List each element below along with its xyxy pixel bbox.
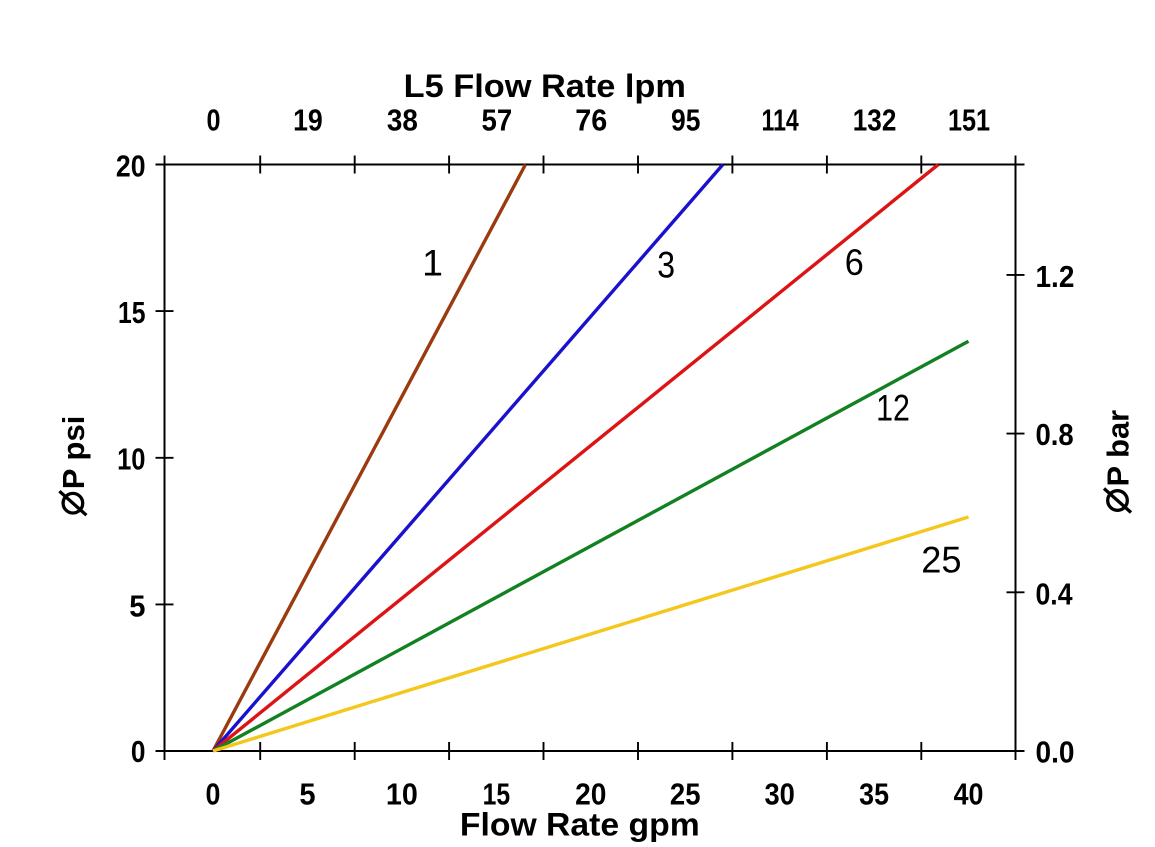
svg-text:1.2: 1.2 [1036, 259, 1075, 294]
svg-text:0: 0 [207, 102, 221, 137]
svg-text:114: 114 [761, 102, 799, 137]
svg-text:25: 25 [670, 776, 701, 811]
svg-text:35: 35 [859, 776, 889, 811]
svg-text:95: 95 [671, 102, 700, 137]
svg-text:3: 3 [657, 244, 675, 286]
svg-text:20: 20 [116, 148, 146, 183]
svg-text:15: 15 [118, 295, 146, 330]
svg-text:1: 1 [422, 242, 443, 284]
svg-text:0: 0 [206, 776, 221, 811]
svg-text:10: 10 [386, 776, 418, 811]
svg-text:0.8: 0.8 [1036, 417, 1074, 452]
svg-text:57: 57 [481, 102, 512, 137]
svg-text:76: 76 [575, 102, 607, 137]
svg-text:25: 25 [921, 539, 961, 581]
svg-text:132: 132 [853, 102, 897, 137]
svg-text:30: 30 [764, 776, 794, 811]
svg-text:151: 151 [948, 102, 990, 137]
svg-text:15: 15 [483, 776, 511, 811]
svg-text:Flow Rate gpm: Flow Rate gpm [460, 806, 700, 842]
svg-text:40: 40 [954, 776, 984, 811]
svg-text:5: 5 [129, 588, 145, 623]
svg-text:38: 38 [387, 102, 418, 137]
svg-text:0.4: 0.4 [1036, 577, 1074, 612]
svg-text:10: 10 [117, 442, 145, 477]
svg-text:0.0: 0.0 [1036, 734, 1075, 769]
svg-text:P psi: P psi [56, 416, 91, 490]
svg-text:20: 20 [575, 776, 606, 811]
svg-text:19: 19 [293, 102, 323, 137]
svg-text:P bar: P bar [1100, 410, 1135, 487]
svg-text:5: 5 [299, 776, 315, 811]
svg-text:12: 12 [876, 387, 910, 429]
svg-text:0: 0 [131, 734, 146, 769]
svg-text:L5 Flow Rate lpm: L5 Flow Rate lpm [404, 68, 686, 104]
svg-text:6: 6 [845, 241, 864, 283]
